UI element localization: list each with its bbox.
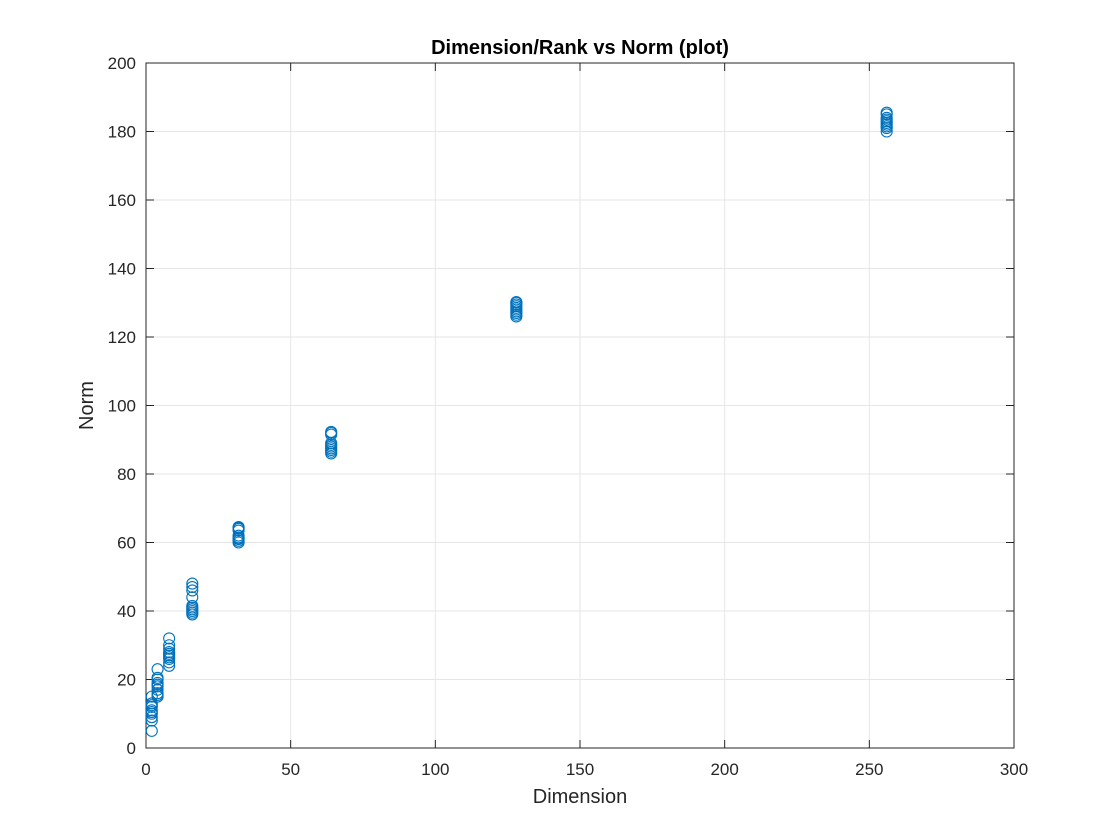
data-point <box>186 577 199 590</box>
data-point <box>151 676 164 689</box>
y-tick-label: 180 <box>108 123 136 142</box>
data-point <box>145 704 158 717</box>
data-point <box>163 642 176 655</box>
x-tick-label: 0 <box>141 760 150 779</box>
x-tick-label: 300 <box>1000 760 1028 779</box>
data-point <box>151 687 164 700</box>
data-point <box>232 521 245 534</box>
data-point <box>186 580 199 594</box>
x-axis-label: Dimension <box>533 786 627 808</box>
y-tick-label: 40 <box>117 602 136 621</box>
ticks: 0 50 100 150 200 250 300 0 20 40 60 80 100 120 140 160 1… <box>108 54 1029 779</box>
y-tick-label: 200 <box>108 54 136 73</box>
data-point <box>186 584 199 597</box>
x-tick-label: 250 <box>855 760 883 779</box>
y-tick-label: 140 <box>108 260 136 279</box>
data-point <box>163 646 176 659</box>
data-point <box>151 671 164 684</box>
data-point <box>880 106 893 119</box>
x-tick-label: 200 <box>710 760 738 779</box>
y-axis-label: Norm <box>76 381 98 430</box>
x-tick-label: 50 <box>281 760 300 779</box>
data-point <box>151 663 164 676</box>
y-tick-label: 100 <box>108 397 136 416</box>
data-point <box>880 111 893 124</box>
data-point <box>186 591 199 604</box>
data-point <box>151 683 164 696</box>
data-point <box>232 529 245 542</box>
y-tick-label: 0 <box>127 739 136 758</box>
data-point <box>145 714 158 727</box>
y-tick-label: 80 <box>117 465 136 484</box>
data-point <box>145 711 158 724</box>
data-point <box>325 425 338 438</box>
y-tick-label: 160 <box>108 191 136 210</box>
data-point <box>145 724 158 737</box>
x-tick-label: 150 <box>566 760 594 779</box>
data-point <box>163 656 176 669</box>
data-point <box>186 599 199 612</box>
data-point <box>163 632 176 645</box>
chart-title: Dimension/Rank vs Norm (plot) <box>431 37 729 59</box>
grid <box>146 63 1014 748</box>
y-tick-label: 20 <box>117 671 136 690</box>
data-point <box>163 659 176 672</box>
x-tick-label: 100 <box>421 760 449 779</box>
data-points <box>145 106 893 737</box>
y-tick-label: 120 <box>108 328 136 347</box>
data-point <box>163 639 176 652</box>
data-point <box>880 125 893 138</box>
y-tick-label: 60 <box>117 534 136 553</box>
data-point <box>510 296 523 309</box>
